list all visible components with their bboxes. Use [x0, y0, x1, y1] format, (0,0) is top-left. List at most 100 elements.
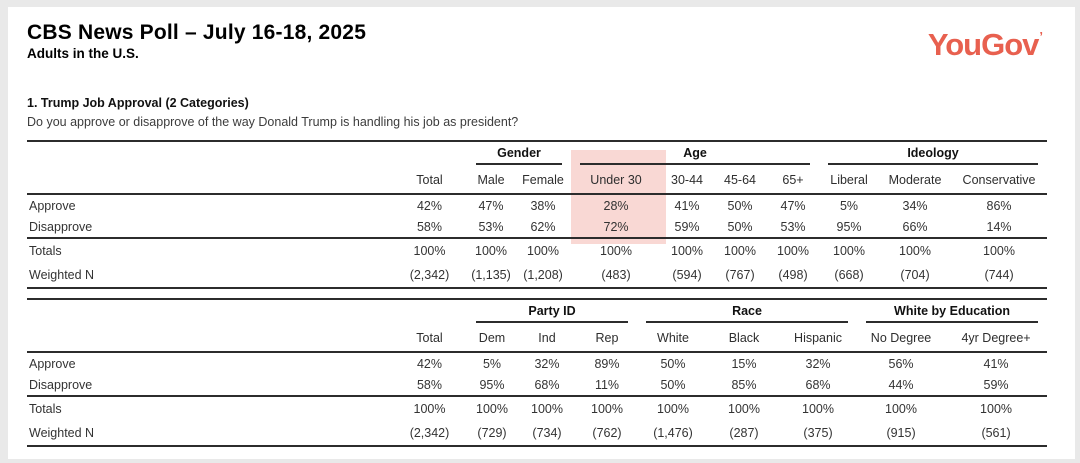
data-cell: 50%: [713, 216, 768, 240]
table-row-weighted-n: Weighted N (2,342) (729) (734) (762) (1,476) (…: [27, 421, 1047, 446]
data-cell: 50%: [637, 374, 709, 398]
yougov-logo-text: YouGov: [927, 27, 1040, 62]
data-cell: 32%: [534, 356, 560, 371]
data-cell: 58%: [392, 374, 467, 398]
table-wrapper: Gender Age Ideology Total Male Female Under 30…: [27, 140, 1048, 290]
data-cell: 66%: [879, 216, 952, 240]
section-title: 1. Trump Job Approval (2 Categories): [27, 96, 249, 111]
data-cell: 59%: [661, 216, 714, 240]
row-label: Totals: [29, 402, 62, 417]
column-header: Liberal: [819, 165, 880, 196]
data-cell: 34%: [902, 198, 928, 213]
data-cell: 15%: [731, 356, 757, 371]
group-header: Party ID: [467, 299, 637, 324]
data-cell: (744): [984, 268, 1014, 283]
data-cell: 50%: [727, 198, 753, 213]
column-header: Conservative: [951, 165, 1048, 196]
data-cell: 68%: [517, 374, 577, 398]
data-cell: (767): [725, 268, 755, 283]
column-header: Female: [515, 165, 572, 196]
data-cell: 85%: [709, 374, 779, 398]
column-header: Rep: [577, 323, 637, 354]
group-header-label: Party ID: [476, 304, 628, 324]
data-cell: 11%: [577, 374, 637, 398]
data-cell: 95%: [819, 216, 880, 240]
data-cell: 56%: [888, 356, 914, 371]
page-title: CBS News Poll – July 16-18, 2025: [27, 21, 367, 44]
data-cell: 100%: [531, 402, 563, 417]
group-header: Race: [637, 299, 857, 324]
poll-document: YouGov’ CBS News Poll – July 16-18, 2025…: [8, 7, 1075, 459]
data-cell: 42%: [416, 356, 443, 371]
data-cell: 62%: [515, 216, 572, 240]
question-text: Do you approve or disapprove of the way …: [27, 115, 519, 130]
poll-table-2: Party ID Race White by Education Total Dem In…: [27, 298, 1048, 448]
group-header: Gender: [467, 141, 571, 166]
data-cell: 100%: [899, 244, 931, 259]
data-cell: 86%: [986, 198, 1012, 213]
data-cell: 72%: [571, 216, 662, 240]
table-row-disapprove: Disapprove 58% 95% 68% 11% 50% 85% 68% 44% 59%: [27, 374, 1048, 398]
data-cell: 100%: [476, 402, 508, 417]
column-header: 65+: [767, 165, 820, 196]
page-subtitle: Adults in the U.S.: [27, 46, 139, 62]
data-cell: 89%: [594, 356, 620, 371]
column-header: Dem: [467, 323, 517, 354]
data-cell: (729): [477, 426, 507, 441]
column-header: Ind: [517, 323, 577, 354]
data-cell: (915): [886, 426, 916, 441]
data-cell: 47%: [780, 198, 806, 213]
data-cell: (375): [803, 426, 833, 441]
data-cell: 5%: [482, 356, 502, 371]
data-cell: (1,135): [471, 268, 511, 283]
column-header: Under 30: [571, 165, 662, 196]
column-header: Male: [467, 165, 515, 196]
data-cell: 5%: [839, 198, 859, 213]
data-cell: 100%: [475, 244, 507, 259]
data-cell: 68%: [779, 374, 858, 398]
yougov-logo-mark: ’: [1039, 29, 1043, 44]
data-cell: 47%: [478, 198, 504, 213]
column-header: Black: [709, 323, 779, 354]
table-section-politics: Party ID Race White by Education Total Dem In…: [27, 298, 1075, 448]
poll-table-1: Gender Age Ideology Total Male Female Under 30…: [27, 140, 1048, 290]
group-header-spacer: [27, 299, 467, 323]
column-header: 4yr Degree+: [945, 323, 1048, 354]
group-header-label: Gender: [476, 146, 563, 166]
data-cell: (668): [834, 268, 864, 283]
data-cell: (498): [778, 268, 808, 283]
group-header: Age: [571, 141, 819, 166]
data-cell: 100%: [980, 402, 1013, 417]
table-row-disapprove: Disapprove 58% 53% 62% 72% 59% 50% 53% 95% 66% 14%: [27, 216, 1048, 240]
data-cell: 100%: [728, 402, 760, 417]
data-cell: (483): [601, 268, 631, 283]
table-wrapper: Party ID Race White by Education Total Dem In…: [27, 298, 1048, 448]
column-header: 30-44: [661, 165, 714, 196]
row-label: Weighted N: [29, 426, 95, 441]
yougov-logo: YouGov’: [927, 27, 1043, 62]
group-header-label: Age: [580, 146, 811, 166]
column-header: Moderate: [879, 165, 952, 196]
group-header-label: Race: [646, 304, 849, 324]
row-label: Disapprove: [27, 374, 392, 398]
data-cell: 53%: [767, 216, 820, 240]
data-cell: (1,476): [653, 426, 693, 441]
group-header-label: White by Education: [866, 304, 1039, 324]
row-label-header: [27, 165, 392, 196]
document-header: CBS News Poll – July 16-18, 2025 Adults …: [27, 21, 1075, 61]
row-label: Totals: [29, 244, 62, 259]
column-header: Hispanic: [779, 323, 858, 354]
data-cell: 32%: [805, 356, 831, 371]
data-cell: 100%: [724, 244, 756, 259]
data-cell: (762): [592, 426, 622, 441]
document-content: CBS News Poll – July 16-18, 2025 Adults …: [8, 7, 1075, 448]
table-row-totals: Totals 100% 100% 100% 100% 100% 100% 100% 100% 10…: [27, 396, 1047, 421]
table-row-weighted-n: Weighted N (2,342) (1,135) (1,208) (483) (594…: [27, 263, 1047, 288]
data-cell: 44%: [857, 374, 946, 398]
group-header: White by Education: [857, 299, 1047, 324]
data-cell: (561): [981, 426, 1011, 441]
data-cell: 41%: [674, 198, 700, 213]
row-label-header: [27, 323, 392, 354]
column-header-row: Total Male Female Under 30 30-44 45-64 65+ Libe…: [27, 165, 1048, 196]
data-cell: (594): [672, 268, 702, 283]
